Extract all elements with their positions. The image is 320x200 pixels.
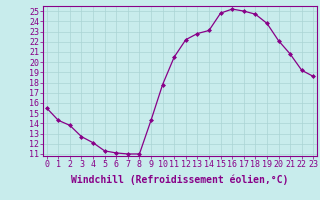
X-axis label: Windchill (Refroidissement éolien,°C): Windchill (Refroidissement éolien,°C) [71,175,289,185]
